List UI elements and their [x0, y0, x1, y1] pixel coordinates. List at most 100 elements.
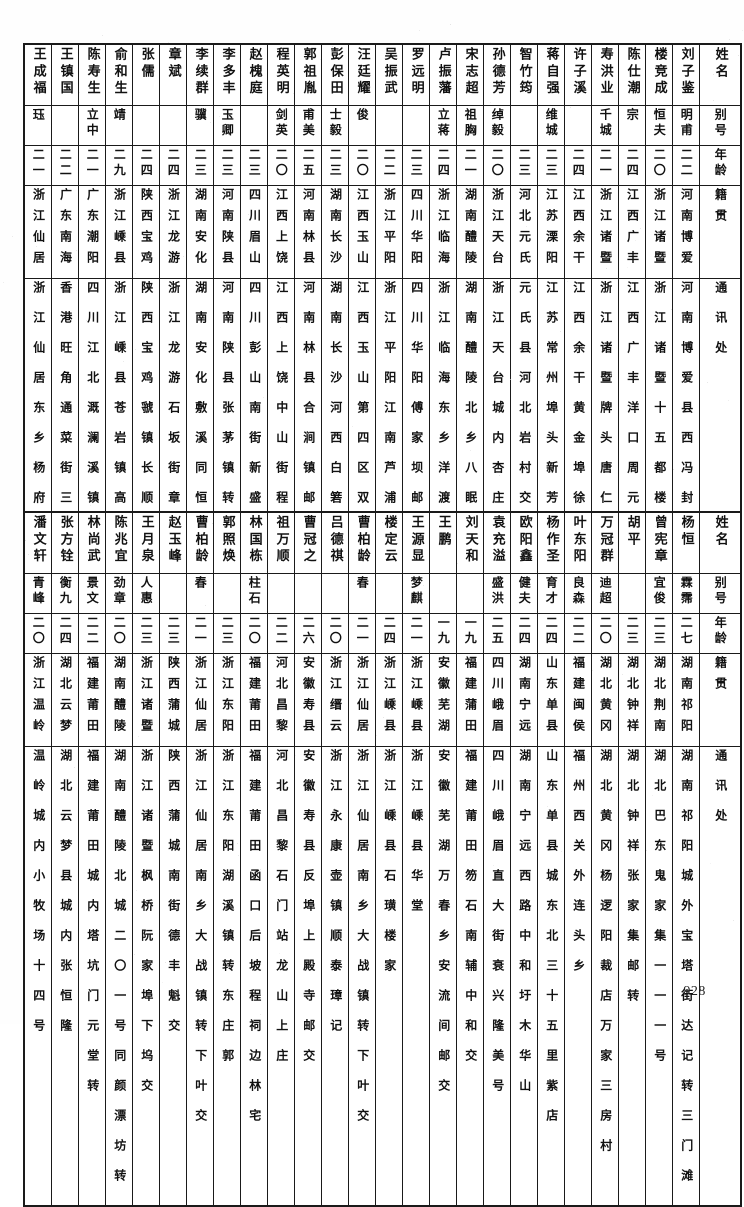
age-text: 二三	[652, 616, 667, 648]
age-text: 二四	[625, 148, 640, 180]
cell-age: 二三	[186, 145, 214, 187]
address-text: 四川彭山南街新盛隆	[247, 281, 262, 552]
cell-alias: 剑英	[267, 104, 295, 147]
page-number: 928	[683, 984, 706, 999]
name-text: 吴振武	[381, 47, 397, 98]
alias-text: 青峰	[31, 576, 46, 608]
name-text: 祖万顺	[273, 515, 289, 566]
row-label-text: 籍贯	[713, 656, 728, 699]
registry-row-name: 潘文轩 张方铨 林尚武 陈兆宜 王月泉 赵玉峰 曹柏龄 郭照焕 林国栋 祖万顺 曹冠之 吕德祺 曹柏龄楼…	[23, 511, 742, 574]
cell-name: 吴振武	[375, 43, 403, 106]
age-text: 二六	[301, 616, 316, 648]
registry-table-bottom-body: 潘文轩 张方铨 林尚武 陈兆宜 王月泉 赵玉峰 曹柏龄 郭照焕 林国栋 祖万顺 曹冠之 吕德祺 曹柏龄楼…	[23, 511, 742, 1207]
cell-age: 二三	[402, 145, 430, 187]
cell-alias	[159, 572, 187, 615]
cell-age: 一九	[429, 613, 457, 655]
cell-name: 孙德芳	[483, 43, 511, 106]
cell-address: 湖南醴陵北城二〇一号同颜漂坊转	[105, 746, 133, 1207]
native_place-text: 浙江缙云	[328, 656, 343, 741]
cell-native_place: 福建蒲田	[456, 653, 484, 748]
age-text: 二一	[463, 148, 478, 180]
name-text: 郭照焕	[219, 515, 235, 566]
name-text: 陈仕潮	[624, 47, 640, 98]
cell-name: 袁充溢	[483, 511, 511, 574]
name-text: 陈寿生	[84, 47, 100, 98]
cell-name: 智竹筠	[510, 43, 538, 106]
cell-native_place: 浙江嵊县	[105, 185, 133, 280]
age-text: 二三	[625, 616, 640, 648]
name-text: 杨作圣	[543, 515, 559, 566]
cell-age: 二五	[294, 145, 322, 187]
cell-name: 寿洪业	[591, 43, 619, 106]
cell-age: 二〇	[23, 613, 52, 655]
cell-age: 二四	[429, 145, 457, 187]
cell-age: 二〇	[267, 145, 295, 187]
cell-alias: 祖胸	[456, 104, 484, 147]
cell-age: 二〇	[321, 613, 349, 655]
alias-text: 恒夫	[652, 108, 667, 140]
cell-alias: 健夫	[510, 572, 538, 615]
native_place-text: 江西玉山	[355, 188, 370, 273]
cell-name: 王源显	[402, 511, 430, 574]
cell-name: 楼定云	[375, 511, 403, 574]
age-text: 二四	[544, 616, 559, 648]
native_place-text: 江苏溧阳	[544, 188, 559, 273]
address-text: 浙江天台城内杏庄庵	[490, 281, 505, 552]
row-label-native_place: 籍贯	[699, 185, 742, 280]
cell-age: 二二	[672, 145, 700, 187]
cell-age: 二二	[78, 613, 106, 655]
native_place-text: 湖北钟祥	[625, 656, 640, 741]
cell-alias: 玉卿	[213, 104, 241, 147]
alias-text: 宗	[625, 108, 640, 124]
cell-native_place: 安徽寿县	[294, 653, 322, 748]
cell-name: 曹柏龄	[186, 511, 214, 574]
native_place-text: 河南博爱	[679, 188, 694, 273]
name-text: 程英明	[273, 47, 289, 98]
name-text: 许子溪	[570, 47, 586, 98]
name-text: 李续群	[192, 47, 208, 98]
age-text: 二一	[193, 616, 208, 648]
cell-alias: 人惠	[132, 572, 160, 615]
cell-name: 罗远明	[402, 43, 430, 106]
cell-native_place: 湖北云梦	[51, 653, 79, 748]
scanned-page: 王成福 王镇国 陈寿生 俞和生 张儒 章斌 李续群 李多丰 赵槐庭 程英明 郭祖胤 彭保田 汪廷耀 吴振武…	[3, 24, 743, 1207]
cell-address: 福州西关外连头乡	[564, 746, 592, 1207]
name-text: 张儒	[138, 47, 154, 81]
cell-name: 万冠群	[591, 511, 619, 574]
alias-text: 绰毅	[490, 108, 505, 140]
native_place-text: 福建蒲田	[463, 656, 478, 741]
cell-native_place: 湖北钟祥	[618, 653, 646, 748]
address-text: 陕西宝鸡虢镇长顺丰	[139, 281, 154, 552]
cell-name: 曾宪章	[645, 511, 673, 574]
cell-native_place: 湖南醴陵	[105, 653, 133, 748]
cell-name: 楼竞成	[645, 43, 673, 106]
row-label-text: 年龄	[713, 616, 728, 648]
row-label-address: 通讯处	[699, 746, 742, 1207]
cell-name: 郭祖胤	[294, 43, 322, 106]
address-text: 四川峨眉直大街衰兴隆美号	[490, 749, 505, 1110]
address-text: 河南博爱县西冯封乡	[679, 281, 694, 552]
cell-native_place: 浙江仙居	[23, 185, 52, 280]
row-label-alias: 别号	[699, 104, 742, 147]
age-text: 二四	[571, 148, 586, 180]
cell-alias: 柱石	[240, 572, 268, 615]
address-text: 湖南醴陵北城二〇一号同颜漂坊转	[112, 749, 127, 1200]
address-text: 浙江仙居南乡大战镇转下叶交	[193, 749, 208, 1140]
cell-native_place: 浙江诸暨	[645, 185, 673, 280]
scan-speckle	[419, 30, 420, 31]
cell-alias: 春	[348, 572, 376, 615]
native_place-text: 浙江临海	[436, 188, 451, 273]
alias-text: 俊	[355, 108, 370, 124]
age-text: 二〇	[247, 616, 262, 648]
age-text: 二三	[193, 148, 208, 180]
address-text: 安徽寿县反埠上殿寺邮交	[301, 749, 316, 1080]
alias-text: 迪超	[598, 576, 613, 608]
cell-native_place: 河南陕县	[213, 185, 241, 280]
cell-native_place: 四川华阳	[402, 185, 430, 280]
cell-native_place: 河北元氏	[510, 185, 538, 280]
native_place-text: 湖北荆南	[652, 656, 667, 741]
registry-row-native_place: 浙江仙居 广东南海 广东潮阳 浙江嵊县 陕西宝鸡 浙江龙游 湖南安化 河南陕县 四川眉山 江西上饶…	[23, 185, 742, 280]
address-text: 陕西蒲城南街德丰魁交	[166, 749, 181, 1050]
cell-alias	[159, 104, 187, 147]
cell-name: 杨作圣	[537, 511, 565, 574]
